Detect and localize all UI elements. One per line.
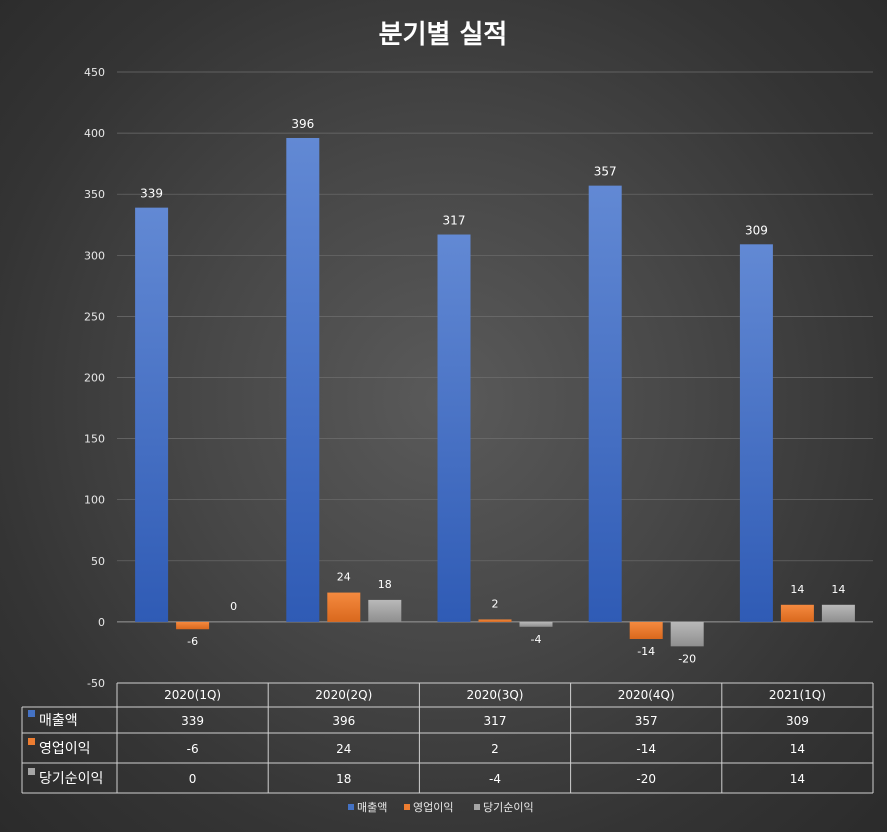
table-value-cell: 357: [635, 714, 658, 728]
bar-2-2: [327, 592, 361, 622]
data-label-1-1: 339: [140, 187, 163, 201]
table-header-cell: 2020(1Q): [164, 688, 221, 702]
data-label-2-5: 14: [790, 583, 804, 596]
data-labels: 339 -6 0 396 24 18 317 2 -4 357 -14 -20 309 14 14: [140, 117, 845, 665]
legend-label: 매출액: [357, 801, 387, 814]
bar-3-4: [670, 621, 704, 647]
data-label-3-2: 18: [378, 578, 392, 591]
table-header-cell: 2020(4Q): [618, 688, 675, 702]
data-table: 2020(1Q) 2020(2Q) 2020(3Q) 2020(4Q) 2021(1Q)…: [21, 682, 874, 794]
bars: [135, 137, 855, 647]
data-label-3-4: -20: [678, 652, 696, 665]
table-value-cell: 309: [786, 714, 809, 728]
legend-label: 영업이익: [413, 801, 453, 814]
y-tick-label: 50: [91, 555, 105, 568]
table-value-cell: 339: [181, 714, 204, 728]
y-tick-label: 250: [84, 310, 105, 323]
bar-1-5: [739, 244, 773, 622]
y-tick-label: 0: [98, 616, 105, 629]
table-value-cell: 396: [332, 714, 355, 728]
y-tick-label: -50: [87, 677, 105, 690]
table-value-cell: -4: [489, 772, 501, 786]
table-value-cell: 14: [790, 742, 805, 756]
bar-3-3: [519, 621, 553, 627]
bar-2-1: [176, 621, 210, 630]
table-value-cell: 24: [336, 742, 351, 756]
table-header-cell: 2020(2Q): [315, 688, 372, 702]
table-value-cell: 14: [790, 772, 805, 786]
data-label-1-4: 357: [594, 165, 617, 179]
table-series-marker: [28, 710, 35, 717]
data-label-1-5: 309: [745, 223, 768, 237]
table-value-cell: -14: [636, 742, 656, 756]
table-value-cell: 317: [484, 714, 507, 728]
data-label-3-1: 0: [230, 600, 237, 613]
chart-title: 분기별 실적: [379, 20, 508, 50]
data-label-2-3: 2: [492, 597, 499, 610]
table-series-name: 당기순이익: [39, 771, 103, 787]
bar-1-2: [286, 137, 320, 622]
y-tick-label: 350: [84, 188, 105, 201]
table-series-name: 매출액: [39, 713, 78, 729]
data-label-2-2: 24: [337, 571, 351, 584]
bar-2-4: [629, 621, 663, 640]
table-header-cell: 2021(1Q): [769, 688, 826, 702]
table-value-cell: -6: [187, 742, 199, 756]
data-label-3-5: 14: [831, 583, 845, 596]
table-value-cell: 2: [491, 742, 499, 756]
bar-2-3: [478, 619, 512, 622]
data-label-3-3: -4: [531, 633, 542, 646]
legend-marker: [404, 804, 410, 810]
bar-1-3: [437, 234, 471, 622]
legend-marker: [348, 804, 354, 810]
y-tick-label: 100: [84, 494, 105, 507]
bar-1-1: [135, 207, 169, 622]
y-tick-label: 450: [84, 66, 105, 79]
table-header-cell: 2020(3Q): [467, 688, 524, 702]
data-label-1-2: 396: [291, 117, 314, 131]
bar-3-5: [821, 604, 855, 622]
table-series-name: 영업이익: [39, 741, 91, 757]
y-tick-label: 400: [84, 127, 105, 140]
legend-marker: [474, 804, 480, 810]
table-value-cell: 18: [336, 772, 351, 786]
table-value-cell: 0: [189, 772, 197, 786]
legend-label: 당기순이익: [483, 801, 534, 814]
legend: 매출액 영업이익 당기순이익: [348, 801, 534, 814]
y-tick-label: 300: [84, 249, 105, 262]
bar-2-5: [780, 604, 814, 622]
table-series-marker: [28, 768, 35, 775]
data-label-2-4: -14: [637, 645, 655, 658]
table-series-marker: [28, 738, 35, 745]
y-tick-label: 200: [84, 372, 105, 385]
bar-3-2: [368, 599, 402, 622]
y-axis-ticks: -50 0 50 100 150 200 250 300 350 400 450: [84, 66, 105, 690]
data-label-2-1: -6: [187, 635, 198, 648]
table-value-cell: -20: [636, 772, 656, 786]
y-tick-label: 150: [84, 433, 105, 446]
data-label-1-3: 317: [443, 214, 466, 228]
bar-1-4: [588, 185, 622, 622]
